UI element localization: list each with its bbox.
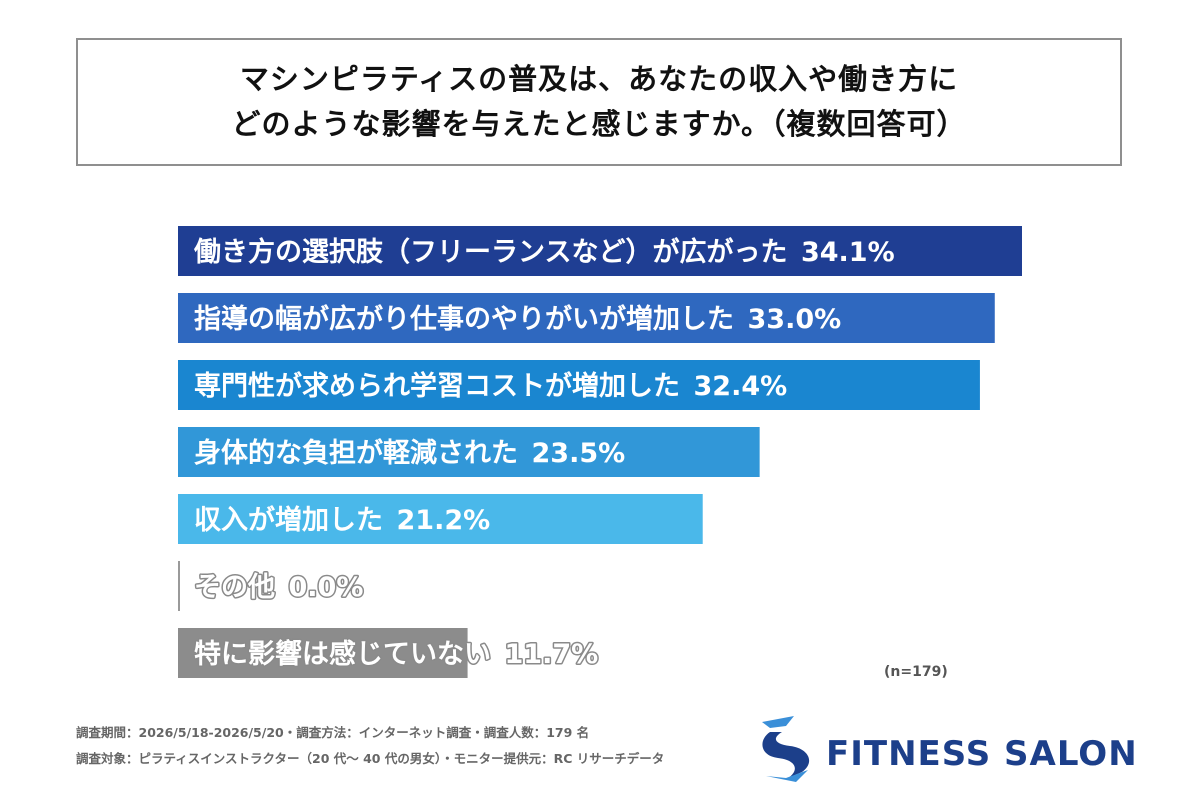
- bar-5: [178, 561, 180, 611]
- chart-title-line-1: マシンピラティスの普及は、あなたの収入や働き方に: [239, 62, 959, 96]
- bar-label-1: 指導の幅が広がり仕事のやりがいが増加した 33.0%: [194, 303, 841, 335]
- survey-target-note: 調査対象：ピラティスインストラクター（20 代〜 40 代の男女）・モニター提供…: [76, 751, 665, 766]
- bar-0: [178, 226, 1022, 276]
- bar-label-6: 特に影響は感じていない 11.7%: [194, 638, 598, 670]
- title-box: マシンピラティスの普及は、あなたの収入や働き方に どのような影響を与えたと感じま…: [76, 38, 1122, 166]
- bar-label-0: 働き方の選択肢（フリーランスなど）が広がった 34.1%: [194, 236, 895, 268]
- bar-label-5: その他 0.0%: [194, 572, 363, 603]
- bar-2: [178, 360, 980, 410]
- fitness-salon-logo: FITNESS SALON: [756, 712, 1138, 788]
- survey-period-note: 調査期間：2026/5/18-2026/5/20・調査方法：インターネット調査・…: [76, 725, 590, 740]
- bar-3: [178, 427, 760, 477]
- chart-title-line-2: どのような影響を与えたと感じますか。（複数回答可）: [231, 107, 967, 141]
- bar-1: [178, 293, 995, 343]
- bar-label-3: 身体的な負担が軽減された 23.5%: [194, 437, 625, 469]
- bar-6: [178, 628, 468, 678]
- bar-label-2: 専門性が求められ学習コストが増加した 32.4%: [194, 370, 787, 402]
- logo-text: FITNESS SALON: [826, 734, 1138, 774]
- stylized-s-arrow-icon: [762, 716, 810, 782]
- bar-label-4: 収入が増加した 21.2%: [194, 504, 490, 536]
- sample-size-label: (n=179): [884, 664, 948, 680]
- bar-4: [178, 494, 703, 544]
